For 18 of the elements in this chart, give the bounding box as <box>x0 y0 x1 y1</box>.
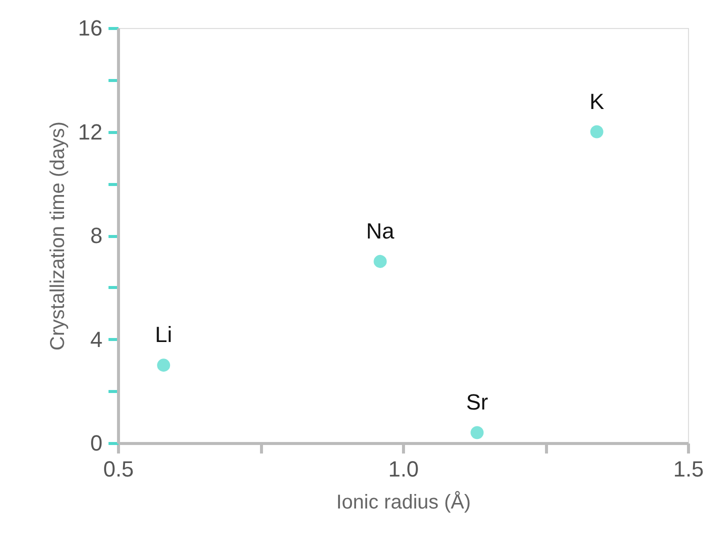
point <box>157 358 170 372</box>
x-axis-title: Ionic radius (Å) <box>336 490 471 514</box>
annotation: Li <box>155 322 172 348</box>
y-axis-title: Crystallization time (days) <box>47 122 70 350</box>
x-tick-label: 0.5 <box>103 456 134 482</box>
y-tick-label: 12 <box>78 119 102 144</box>
annotation: K <box>589 88 604 114</box>
annotation: Sr <box>466 390 488 415</box>
x-tick-label: 1.0 <box>388 456 419 482</box>
y-tick-label: 8 <box>90 223 102 248</box>
point <box>374 254 387 268</box>
point <box>470 426 484 440</box>
annotation: Na <box>366 218 396 244</box>
y-tick-label: 16 <box>78 16 102 40</box>
x-tick-label: 1.5 <box>673 456 704 482</box>
y-tick-label: 4 <box>90 326 102 352</box>
point <box>590 125 604 138</box>
y-tick-label: 0 <box>90 430 102 456</box>
